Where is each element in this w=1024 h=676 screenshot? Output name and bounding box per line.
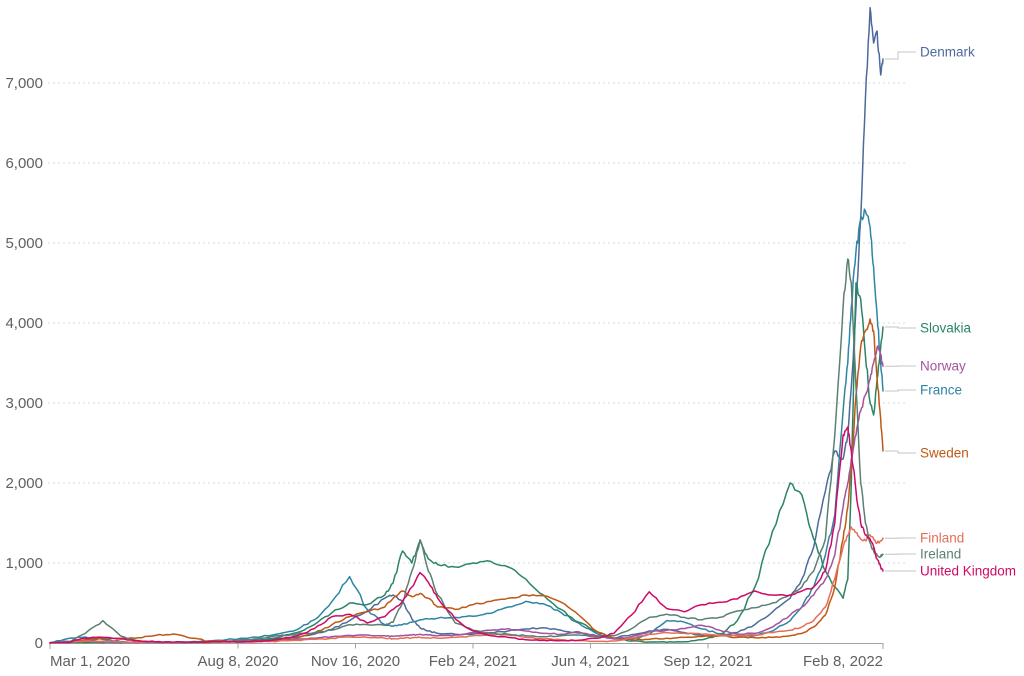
- series-label-united-kingdom[interactable]: United Kingdom: [920, 564, 1016, 579]
- y-axis-tick-label: 6,000: [5, 155, 43, 172]
- y-axis-tick-label: 2,000: [5, 475, 43, 492]
- series-label-france[interactable]: France: [920, 383, 962, 398]
- x-axis: [49, 643, 884, 649]
- y-axis-tick-label: 0: [35, 635, 43, 652]
- y-axis-tick-label: 4,000: [5, 315, 43, 332]
- series-line-finland[interactable]: [49, 526, 884, 644]
- x-axis-tick-label: Jun 4, 2021: [551, 653, 629, 670]
- y-axis-tick-label: 5,000: [5, 235, 43, 252]
- series-line-slovakia[interactable]: [49, 282, 884, 644]
- label-connector-slovakia: [885, 326, 916, 329]
- label-connector-sweden: [885, 450, 916, 454]
- series-label-norway[interactable]: Norway: [920, 359, 966, 374]
- y-axis-tick-label: 7,000: [5, 75, 43, 92]
- x-axis-tick-label: Feb 24, 2021: [429, 653, 517, 670]
- series-label-sweden[interactable]: Sweden: [920, 446, 969, 461]
- x-axis-tick-label: Feb 8, 2022: [803, 653, 883, 670]
- label-connector-france: [885, 389, 916, 392]
- series-line-united-kingdom[interactable]: [49, 426, 884, 644]
- series-label-ireland[interactable]: Ireland: [920, 547, 961, 562]
- y-axis-tick-label: 1,000: [5, 555, 43, 572]
- x-axis-tick-label: Aug 8, 2020: [198, 653, 279, 670]
- x-axis-tick-label: Nov 16, 2020: [311, 653, 400, 670]
- series-label-slovakia[interactable]: Slovakia: [920, 321, 972, 336]
- x-axis-tick-label: Sep 12, 2021: [663, 653, 752, 670]
- series-line-ireland[interactable]: [49, 258, 884, 644]
- x-axis-tick-label: Mar 1, 2020: [50, 653, 130, 670]
- series-line-sweden[interactable]: [49, 318, 884, 644]
- series-label-denmark[interactable]: Denmark: [920, 45, 975, 60]
- series-line-norway[interactable]: [49, 345, 884, 644]
- y-axis-tick-label: 3,000: [5, 395, 43, 412]
- series-line-denmark[interactable]: [49, 7, 884, 644]
- label-connector-denmark: [885, 51, 916, 60]
- series-line-france[interactable]: [49, 208, 884, 644]
- series-label-finland[interactable]: Finland: [920, 531, 964, 546]
